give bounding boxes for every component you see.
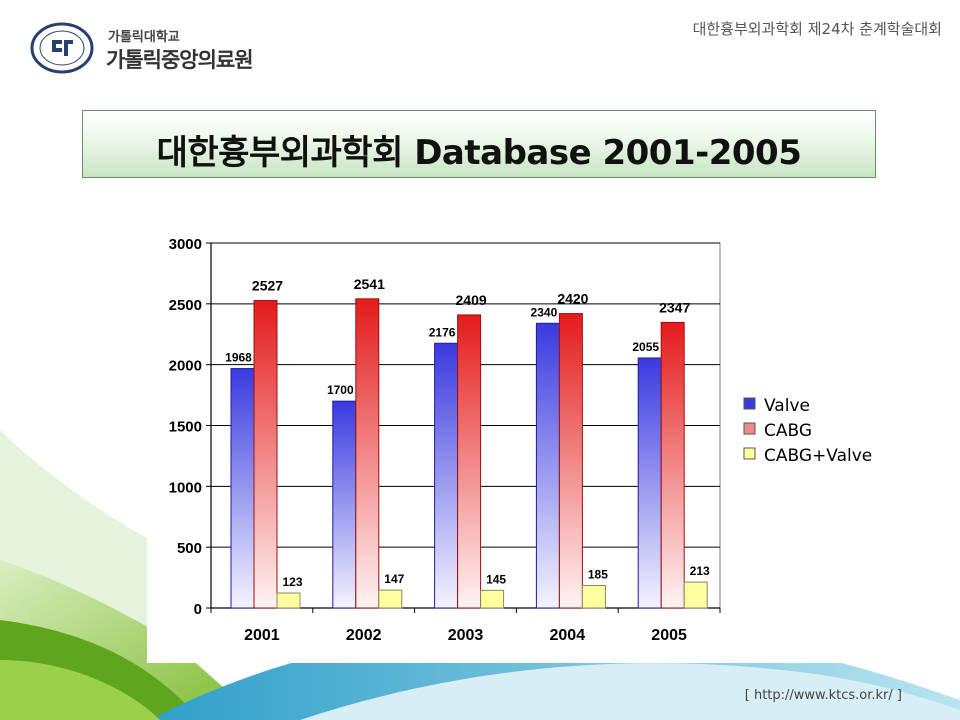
legend-swatch (743, 397, 756, 410)
data-label: 2055 (632, 340, 659, 354)
legend-swatch (743, 447, 756, 460)
legend-swatch (743, 422, 756, 435)
x-tick-label: 2002 (346, 627, 382, 644)
data-label: 1700 (327, 383, 354, 397)
bar-cabg-valve (683, 581, 708, 609)
data-label: 2527 (252, 278, 283, 294)
bar-valve (332, 400, 357, 609)
y-tick-label: 1500 (169, 419, 202, 436)
legend-label: CABG (764, 421, 812, 441)
data-label: 2347 (659, 299, 690, 315)
footer-url: [ http://www.ktcs.or.kr/ ] (744, 688, 902, 703)
x-tick-label: 2004 (550, 627, 586, 644)
y-tick-label: 2000 (169, 358, 202, 375)
x-tick-label: 2001 (244, 627, 280, 644)
data-label: 2541 (354, 276, 385, 292)
data-label: 2176 (429, 325, 456, 339)
title-banner: 대한흉부외과학회 Database 2001-2005 (82, 110, 876, 178)
legend-label: Valve (764, 396, 810, 416)
data-label: 2409 (456, 292, 487, 308)
medical-center-name: 가톨릭중앙의료원 (106, 48, 254, 72)
conference-name: 대한흉부외과학회 제24차 춘계학술대회 (692, 20, 942, 38)
bar-cabg-valve (581, 584, 606, 609)
data-label: 123 (282, 575, 302, 589)
bar-cabg (355, 298, 380, 609)
data-label: 185 (588, 567, 608, 581)
bar-valve (637, 357, 662, 609)
university-name: 가톨릭대학교 (108, 30, 180, 45)
data-label: 2340 (531, 305, 558, 319)
slide-title: 대한흉부외과학회 Database 2001-2005 (156, 133, 802, 173)
bar-cabg (253, 300, 278, 609)
y-tick-label: 3000 (169, 236, 202, 253)
catholic-emblem-icon (30, 22, 94, 74)
bar-cabg (558, 313, 583, 609)
bar-cabg (457, 314, 482, 609)
x-tick-label: 2003 (448, 627, 484, 644)
data-label: 147 (384, 572, 404, 586)
y-tick-label: 1000 (169, 479, 202, 496)
y-tick-label: 500 (177, 540, 202, 557)
data-label: 1968 (225, 351, 252, 365)
bar-valve (230, 368, 255, 609)
bar-cabg-valve (276, 592, 301, 609)
bar-cabg (660, 321, 685, 609)
bar-valve (434, 342, 459, 609)
x-tick-label: 2005 (651, 627, 687, 644)
y-tick-label: 0 (194, 601, 202, 618)
y-tick-label: 2500 (169, 297, 202, 314)
bar-valve (535, 322, 560, 609)
bar-cabg-valve (378, 589, 403, 609)
data-label: 145 (486, 572, 506, 586)
bar-cabg-valve (480, 589, 505, 609)
legend-label: CABG+Valve (764, 446, 872, 466)
data-label: 2420 (557, 291, 588, 307)
hospital-logo: 가톨릭대학교 가톨릭중앙의료원 (30, 22, 280, 74)
data-label: 213 (690, 564, 710, 578)
